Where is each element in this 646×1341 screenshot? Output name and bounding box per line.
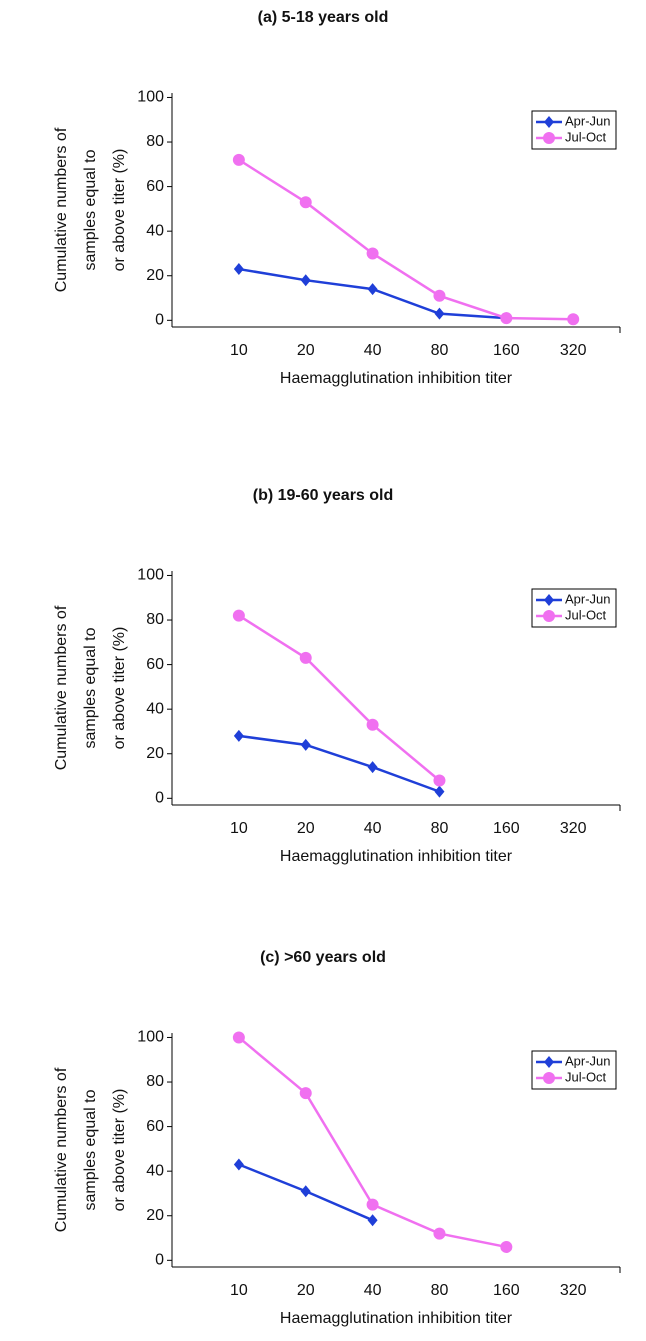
y-tick-label: 80: [146, 1073, 164, 1090]
chart-title: (c) >60 years old: [260, 949, 386, 966]
data-point: [434, 785, 445, 798]
y-tick-label: 20: [146, 745, 164, 762]
x-tick-label: 160: [493, 342, 520, 359]
y-axis-label: or above titer (%): [111, 149, 128, 272]
data-point: [232, 153, 245, 166]
data-point: [233, 729, 244, 742]
y-axis-label: Cumulative numbers of: [53, 127, 70, 292]
x-tick-label: 320: [560, 342, 587, 359]
y-tick-label: 40: [146, 1162, 164, 1179]
legend-marker: [544, 1056, 554, 1068]
y-tick-label: 20: [146, 1207, 164, 1224]
data-point: [300, 274, 311, 287]
x-tick-label: 40: [364, 342, 382, 359]
series-line: [238, 734, 440, 793]
y-axis-label: samples equal to: [82, 627, 99, 748]
y-tick-label: 80: [146, 133, 164, 150]
x-tick-label: 20: [297, 1282, 315, 1299]
chart-title: (b) 19-60 years old: [253, 487, 394, 504]
x-tick-label: 160: [493, 1282, 520, 1299]
y-axis-label: Cumulative numbers of: [53, 1067, 70, 1232]
data-point: [233, 1158, 244, 1171]
data-point: [299, 651, 312, 664]
y-tick-label: 80: [146, 611, 164, 628]
data-point: [300, 738, 311, 751]
x-tick-label: 20: [297, 342, 315, 359]
series-line: [238, 158, 574, 321]
legend-marker: [544, 594, 554, 606]
data-point: [367, 1214, 378, 1227]
data-point: [500, 312, 513, 325]
y-tick-label: 60: [146, 1118, 164, 1135]
x-tick-label: 10: [230, 1282, 248, 1299]
y-tick-label: 100: [137, 89, 164, 106]
x-tick-label: 40: [364, 820, 382, 837]
x-tick-label: 10: [230, 820, 248, 837]
y-tick-label: 0: [155, 1252, 164, 1269]
x-tick-label: 160: [493, 820, 520, 837]
legend-label: Apr-Jun: [565, 1053, 611, 1068]
y-tick-label: 60: [146, 656, 164, 673]
y-tick-label: 0: [155, 312, 164, 329]
data-point: [232, 1031, 245, 1044]
data-point: [434, 307, 445, 320]
x-tick-label: 320: [560, 820, 587, 837]
x-axis-label: Haemagglutination inhibition titer: [280, 1310, 513, 1327]
data-point: [366, 1198, 379, 1211]
legend-label: Jul-Oct: [565, 129, 607, 144]
y-tick-label: 60: [146, 178, 164, 195]
x-tick-label: 40: [364, 1282, 382, 1299]
legend-marker: [544, 116, 554, 128]
legend-label: Jul-Oct: [565, 1069, 607, 1084]
series-line: [238, 614, 441, 782]
legend-marker: [543, 132, 555, 144]
data-point: [299, 1087, 312, 1100]
legend-label: Apr-Jun: [565, 113, 611, 128]
y-axis-label: or above titer (%): [111, 1089, 128, 1212]
x-tick-label: 20: [297, 820, 315, 837]
y-tick-label: 20: [146, 267, 164, 284]
legend-marker: [543, 610, 555, 622]
data-point: [433, 1227, 446, 1240]
y-tick-label: 100: [137, 567, 164, 584]
data-point: [366, 718, 379, 731]
y-tick-label: 40: [146, 700, 164, 717]
data-point: [366, 247, 379, 260]
x-tick-label: 320: [560, 1282, 587, 1299]
legend-label: Jul-Oct: [565, 607, 607, 622]
y-axis-label: or above titer (%): [111, 627, 128, 750]
legend-marker: [543, 1072, 555, 1084]
data-point: [433, 289, 446, 302]
x-axis-label: Haemagglutination inhibition titer: [280, 848, 513, 865]
x-tick-label: 10: [230, 342, 248, 359]
legend-label: Apr-Jun: [565, 591, 611, 606]
x-tick-label: 80: [431, 1282, 449, 1299]
data-point: [567, 313, 580, 326]
data-point: [232, 609, 245, 622]
y-tick-label: 100: [137, 1029, 164, 1046]
y-axis-label: Cumulative numbers of: [53, 605, 70, 770]
x-tick-label: 80: [431, 342, 449, 359]
chart-title: (a) 5-18 years old: [258, 9, 389, 26]
data-point: [500, 1240, 513, 1253]
data-point: [233, 263, 244, 276]
data-point: [367, 283, 378, 296]
y-axis-label: samples equal to: [82, 149, 99, 270]
data-point: [300, 1185, 311, 1198]
y-axis-label: samples equal to: [82, 1089, 99, 1210]
y-tick-label: 0: [155, 790, 164, 807]
x-tick-label: 80: [431, 820, 449, 837]
y-tick-label: 40: [146, 222, 164, 239]
data-point: [433, 774, 446, 787]
x-axis-label: Haemagglutination inhibition titer: [280, 370, 513, 387]
data-point: [367, 761, 378, 774]
data-point: [299, 196, 312, 209]
